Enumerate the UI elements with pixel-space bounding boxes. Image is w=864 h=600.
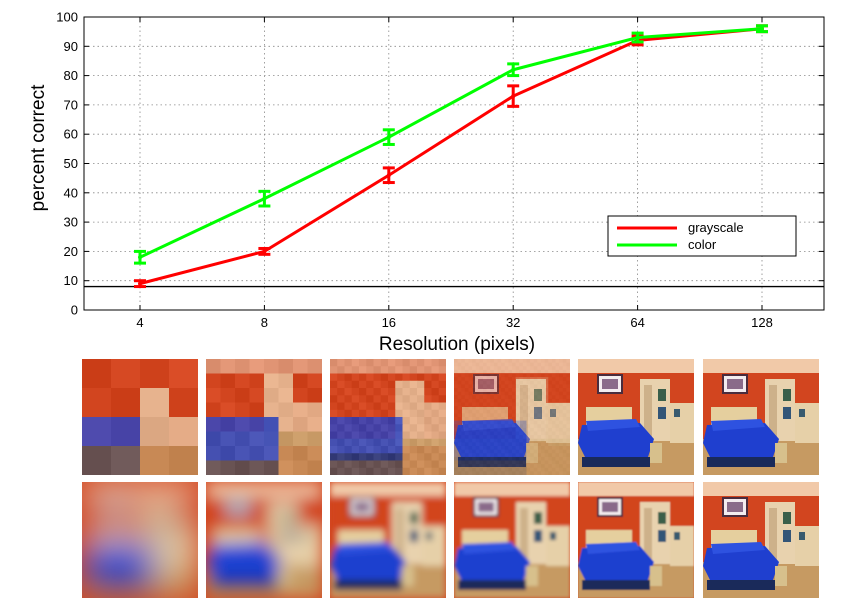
series-line-grayscale bbox=[139, 27, 763, 286]
thumbnail-pixelated-128 bbox=[703, 359, 819, 475]
thumbnail-image bbox=[454, 482, 570, 598]
x-tick-label: 16 bbox=[382, 315, 396, 330]
thumbnail-image bbox=[454, 359, 570, 475]
x-tick-label: 4 bbox=[136, 315, 143, 330]
y-tick-label: 90 bbox=[64, 39, 78, 54]
data-point bbox=[262, 249, 267, 254]
thumbnail-pixelated-16 bbox=[330, 359, 446, 475]
data-point bbox=[386, 135, 391, 140]
y-tick-label: 20 bbox=[64, 244, 78, 259]
thumbnail-blurred-128 bbox=[703, 482, 819, 598]
thumbnail-pixelated-32 bbox=[454, 359, 570, 475]
thumbnail-image bbox=[703, 482, 819, 598]
x-tick-label: 128 bbox=[751, 315, 773, 330]
y-tick-label: 50 bbox=[64, 156, 78, 171]
legend-box bbox=[607, 215, 797, 257]
data-point bbox=[511, 67, 516, 72]
thumbnail-image bbox=[206, 482, 322, 598]
data-point bbox=[760, 26, 764, 31]
x-axis-ticks: 4 8 16 32 64 128 bbox=[136, 17, 773, 330]
x-tick-label: 8 bbox=[261, 315, 268, 330]
thumbnail-image bbox=[82, 482, 198, 598]
thumbnail-blurred-64 bbox=[578, 482, 694, 598]
y-tick-label: 0 bbox=[71, 303, 78, 318]
thumbnail-image bbox=[578, 482, 694, 598]
y-tick-label: 10 bbox=[64, 273, 78, 288]
thumbnail-pixelated-64 bbox=[578, 359, 694, 475]
x-axis-title: Resolution (pixels) bbox=[379, 334, 535, 355]
legend: grayscale color bbox=[607, 215, 797, 257]
y-tick-label: 30 bbox=[64, 215, 78, 230]
data-point bbox=[511, 94, 516, 99]
series-line-color bbox=[139, 27, 763, 259]
line-chart: 0 10 20 30 40 50 60 70 80 90 100 4 8 16 32 64 128 Resol… bbox=[28, 10, 825, 355]
legend-label-grayscale: grayscale bbox=[688, 220, 744, 235]
y-tick-label: 40 bbox=[64, 185, 78, 200]
x-tick-label: 64 bbox=[630, 315, 644, 330]
x-tick-label: 32 bbox=[506, 315, 520, 330]
data-point bbox=[262, 196, 267, 201]
thumbnail-blurred-8 bbox=[206, 482, 322, 598]
y-tick-label: 70 bbox=[64, 97, 78, 112]
thumbnail-pixelated-8 bbox=[206, 359, 322, 475]
y-tick-label: 80 bbox=[64, 68, 78, 83]
thumbnail-image bbox=[330, 359, 446, 475]
thumbnail-blurred-32 bbox=[454, 482, 570, 598]
legend-label-color: color bbox=[688, 237, 717, 252]
y-tick-label: 60 bbox=[64, 127, 78, 142]
data-point bbox=[386, 173, 391, 178]
thumbnail-pixelated-4 bbox=[82, 359, 198, 475]
data-point bbox=[635, 35, 640, 40]
thumbnail-blurred-4 bbox=[82, 482, 198, 598]
y-axis-ticks: 0 10 20 30 40 50 60 70 80 90 100 bbox=[56, 10, 824, 318]
thumbnail-blurred-16 bbox=[330, 482, 446, 598]
series-layer bbox=[134, 24, 768, 289]
series-color bbox=[134, 24, 768, 265]
thumbnail-image bbox=[703, 359, 819, 475]
thumbnail-image bbox=[578, 359, 694, 475]
data-point bbox=[138, 255, 142, 260]
y-tick-label: 100 bbox=[56, 10, 78, 25]
thumbnail-image bbox=[206, 359, 322, 475]
data-point bbox=[138, 281, 142, 286]
thumbnail-image bbox=[82, 359, 198, 475]
thumbnail-image bbox=[330, 482, 446, 598]
y-axis-title: percent correct bbox=[28, 84, 49, 211]
